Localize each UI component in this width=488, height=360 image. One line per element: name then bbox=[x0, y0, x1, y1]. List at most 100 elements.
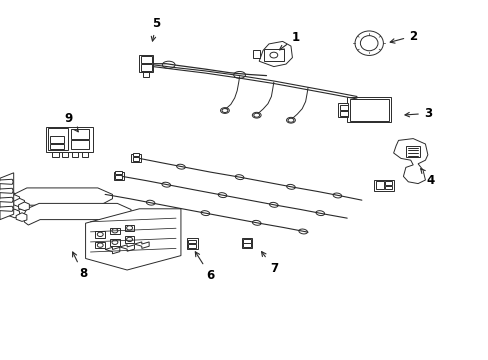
Text: 7: 7 bbox=[261, 252, 277, 275]
Bar bbox=[405, 146, 419, 157]
Ellipse shape bbox=[220, 108, 229, 113]
Bar bbox=[375, 181, 383, 189]
Polygon shape bbox=[11, 188, 112, 211]
Ellipse shape bbox=[315, 211, 324, 216]
Circle shape bbox=[97, 243, 103, 247]
Ellipse shape bbox=[286, 117, 295, 123]
Text: 9: 9 bbox=[64, 112, 78, 132]
Bar bbox=[186, 238, 197, 249]
Bar bbox=[115, 175, 122, 179]
Bar bbox=[253, 50, 260, 58]
Polygon shape bbox=[0, 179, 13, 184]
Circle shape bbox=[126, 226, 132, 230]
Bar bbox=[50, 136, 64, 143]
Bar bbox=[124, 236, 134, 243]
Text: 3: 3 bbox=[404, 107, 431, 120]
Polygon shape bbox=[23, 203, 131, 225]
Polygon shape bbox=[259, 41, 292, 67]
Polygon shape bbox=[9, 195, 20, 203]
Circle shape bbox=[269, 52, 277, 58]
Ellipse shape bbox=[253, 113, 259, 117]
Polygon shape bbox=[0, 206, 13, 211]
Text: 8: 8 bbox=[72, 252, 87, 280]
Polygon shape bbox=[134, 242, 149, 248]
Bar bbox=[62, 152, 68, 157]
Ellipse shape bbox=[360, 36, 377, 51]
Bar bbox=[373, 180, 393, 191]
Bar bbox=[72, 152, 78, 157]
Bar bbox=[243, 239, 250, 243]
Circle shape bbox=[126, 237, 132, 242]
Bar bbox=[114, 172, 123, 180]
Ellipse shape bbox=[286, 184, 295, 189]
Bar bbox=[338, 103, 347, 117]
Ellipse shape bbox=[162, 182, 170, 187]
Bar bbox=[346, 97, 390, 122]
Ellipse shape bbox=[298, 229, 307, 234]
Bar bbox=[264, 49, 283, 61]
Bar bbox=[241, 238, 252, 248]
Bar bbox=[141, 56, 151, 63]
Circle shape bbox=[112, 229, 118, 233]
Ellipse shape bbox=[354, 31, 383, 55]
Bar bbox=[132, 157, 139, 161]
Ellipse shape bbox=[287, 118, 293, 122]
Polygon shape bbox=[16, 213, 27, 221]
Bar bbox=[141, 64, 151, 71]
Polygon shape bbox=[19, 202, 29, 211]
Polygon shape bbox=[120, 245, 134, 251]
Bar bbox=[110, 228, 120, 234]
Text: 5: 5 bbox=[151, 17, 160, 41]
Ellipse shape bbox=[269, 202, 278, 207]
Bar bbox=[50, 144, 64, 149]
Bar bbox=[52, 152, 59, 157]
Ellipse shape bbox=[162, 61, 175, 68]
Ellipse shape bbox=[235, 175, 244, 180]
Bar bbox=[384, 186, 391, 189]
Ellipse shape bbox=[201, 211, 209, 216]
Bar bbox=[95, 242, 105, 248]
Bar bbox=[339, 111, 347, 116]
Bar bbox=[48, 128, 68, 150]
Bar bbox=[143, 72, 149, 77]
Bar bbox=[110, 239, 120, 246]
Ellipse shape bbox=[222, 109, 227, 113]
Ellipse shape bbox=[332, 193, 341, 198]
Ellipse shape bbox=[176, 164, 185, 169]
Bar bbox=[188, 240, 196, 243]
Ellipse shape bbox=[252, 220, 261, 225]
Text: 1: 1 bbox=[279, 31, 299, 50]
Polygon shape bbox=[0, 188, 13, 193]
Bar bbox=[81, 152, 88, 157]
Ellipse shape bbox=[252, 112, 261, 118]
Text: 6: 6 bbox=[195, 252, 214, 282]
Bar bbox=[139, 55, 153, 72]
Polygon shape bbox=[14, 198, 24, 207]
Bar bbox=[384, 181, 391, 185]
Ellipse shape bbox=[233, 72, 245, 78]
Ellipse shape bbox=[146, 200, 155, 205]
Bar bbox=[188, 244, 196, 248]
Bar bbox=[71, 129, 89, 139]
Polygon shape bbox=[0, 197, 13, 202]
Bar bbox=[46, 127, 93, 152]
Polygon shape bbox=[85, 209, 181, 270]
Text: 2: 2 bbox=[389, 30, 416, 43]
Bar bbox=[71, 140, 89, 149]
Bar bbox=[243, 243, 250, 247]
Polygon shape bbox=[9, 209, 20, 218]
Polygon shape bbox=[105, 247, 120, 254]
Bar bbox=[115, 171, 122, 174]
Circle shape bbox=[97, 232, 103, 237]
Polygon shape bbox=[0, 173, 14, 220]
Bar bbox=[131, 154, 141, 162]
Bar bbox=[95, 231, 105, 238]
Ellipse shape bbox=[218, 193, 226, 198]
Bar bbox=[339, 105, 347, 110]
Bar bbox=[349, 99, 388, 121]
Polygon shape bbox=[4, 191, 15, 200]
Circle shape bbox=[112, 240, 118, 244]
Polygon shape bbox=[393, 139, 427, 184]
Text: 4: 4 bbox=[420, 169, 433, 186]
Bar bbox=[124, 225, 134, 231]
